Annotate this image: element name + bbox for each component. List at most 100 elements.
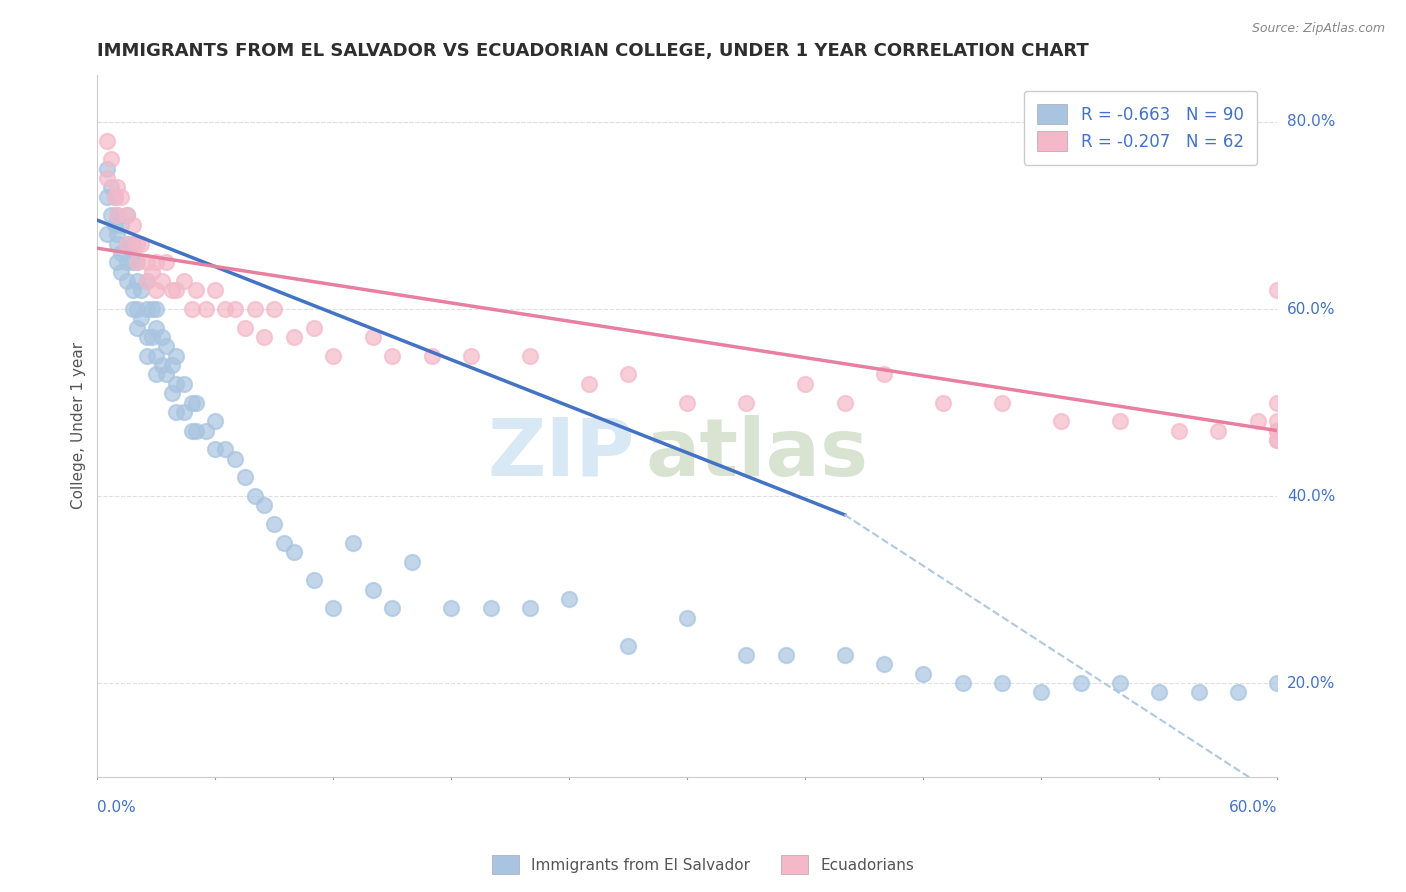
Point <box>141 301 163 316</box>
Point <box>361 330 384 344</box>
Point <box>479 601 502 615</box>
Point <box>110 264 132 278</box>
Point <box>214 442 236 457</box>
Text: Source: ZipAtlas.com: Source: ZipAtlas.com <box>1251 22 1385 36</box>
Point <box>1226 685 1249 699</box>
Point <box>617 368 640 382</box>
Point <box>440 601 463 615</box>
Point <box>104 190 127 204</box>
Point <box>460 349 482 363</box>
Point <box>204 283 226 297</box>
Point <box>991 395 1014 409</box>
Point <box>145 368 167 382</box>
Point <box>214 301 236 316</box>
Point <box>1031 685 1053 699</box>
Point <box>420 349 443 363</box>
Point <box>96 171 118 186</box>
Point <box>145 255 167 269</box>
Point <box>283 330 305 344</box>
Point <box>125 274 148 288</box>
Point <box>194 424 217 438</box>
Text: 0.0%: 0.0% <box>97 800 136 815</box>
Point <box>253 330 276 344</box>
Point <box>173 376 195 391</box>
Point <box>135 301 157 316</box>
Point <box>115 255 138 269</box>
Point <box>104 218 127 232</box>
Point <box>160 386 183 401</box>
Point <box>173 405 195 419</box>
Point <box>834 395 856 409</box>
Point <box>342 536 364 550</box>
Point <box>135 274 157 288</box>
Point <box>735 395 758 409</box>
Point <box>96 161 118 176</box>
Point <box>121 236 143 251</box>
Point <box>952 676 974 690</box>
Point <box>115 209 138 223</box>
Point <box>184 283 207 297</box>
Point <box>110 190 132 204</box>
Point <box>794 376 817 391</box>
Point <box>135 274 157 288</box>
Point <box>125 236 148 251</box>
Point <box>145 320 167 334</box>
Point <box>135 330 157 344</box>
Point <box>519 349 541 363</box>
Point <box>381 601 404 615</box>
Text: ZIP: ZIP <box>486 415 634 493</box>
Point <box>775 648 797 662</box>
Point <box>224 451 246 466</box>
Point <box>129 311 152 326</box>
Point <box>129 283 152 297</box>
Point <box>115 209 138 223</box>
Point <box>302 574 325 588</box>
Point <box>361 582 384 597</box>
Point <box>233 470 256 484</box>
Point <box>263 301 285 316</box>
Text: 20.0%: 20.0% <box>1286 675 1336 690</box>
Point <box>160 358 183 372</box>
Point <box>273 536 295 550</box>
Point <box>100 153 122 167</box>
Point <box>873 657 896 672</box>
Point <box>243 301 266 316</box>
Text: 80.0%: 80.0% <box>1286 114 1336 129</box>
Point <box>115 236 138 251</box>
Point <box>991 676 1014 690</box>
Point <box>676 395 699 409</box>
Point <box>125 301 148 316</box>
Point <box>135 255 157 269</box>
Point <box>165 405 187 419</box>
Point <box>110 218 132 232</box>
Point <box>155 255 177 269</box>
Text: atlas: atlas <box>645 415 869 493</box>
Point <box>1147 685 1170 699</box>
Point <box>1265 433 1288 447</box>
Point <box>160 283 183 297</box>
Point <box>121 301 143 316</box>
Y-axis label: College, Under 1 year: College, Under 1 year <box>72 343 86 509</box>
Point <box>283 545 305 559</box>
Point <box>105 236 128 251</box>
Point <box>1265 424 1288 438</box>
Point <box>1265 283 1288 297</box>
Point <box>165 376 187 391</box>
Point <box>1265 414 1288 428</box>
Point <box>150 358 173 372</box>
Point <box>578 376 600 391</box>
Text: 60.0%: 60.0% <box>1229 800 1277 815</box>
Point <box>96 227 118 242</box>
Point <box>110 246 132 260</box>
Point <box>121 218 143 232</box>
Point <box>145 283 167 297</box>
Point <box>1108 676 1130 690</box>
Text: 40.0%: 40.0% <box>1286 489 1336 504</box>
Point <box>173 274 195 288</box>
Point <box>145 301 167 316</box>
Point <box>834 648 856 662</box>
Point <box>381 349 404 363</box>
Point <box>105 180 128 194</box>
Point <box>115 274 138 288</box>
Point <box>184 424 207 438</box>
